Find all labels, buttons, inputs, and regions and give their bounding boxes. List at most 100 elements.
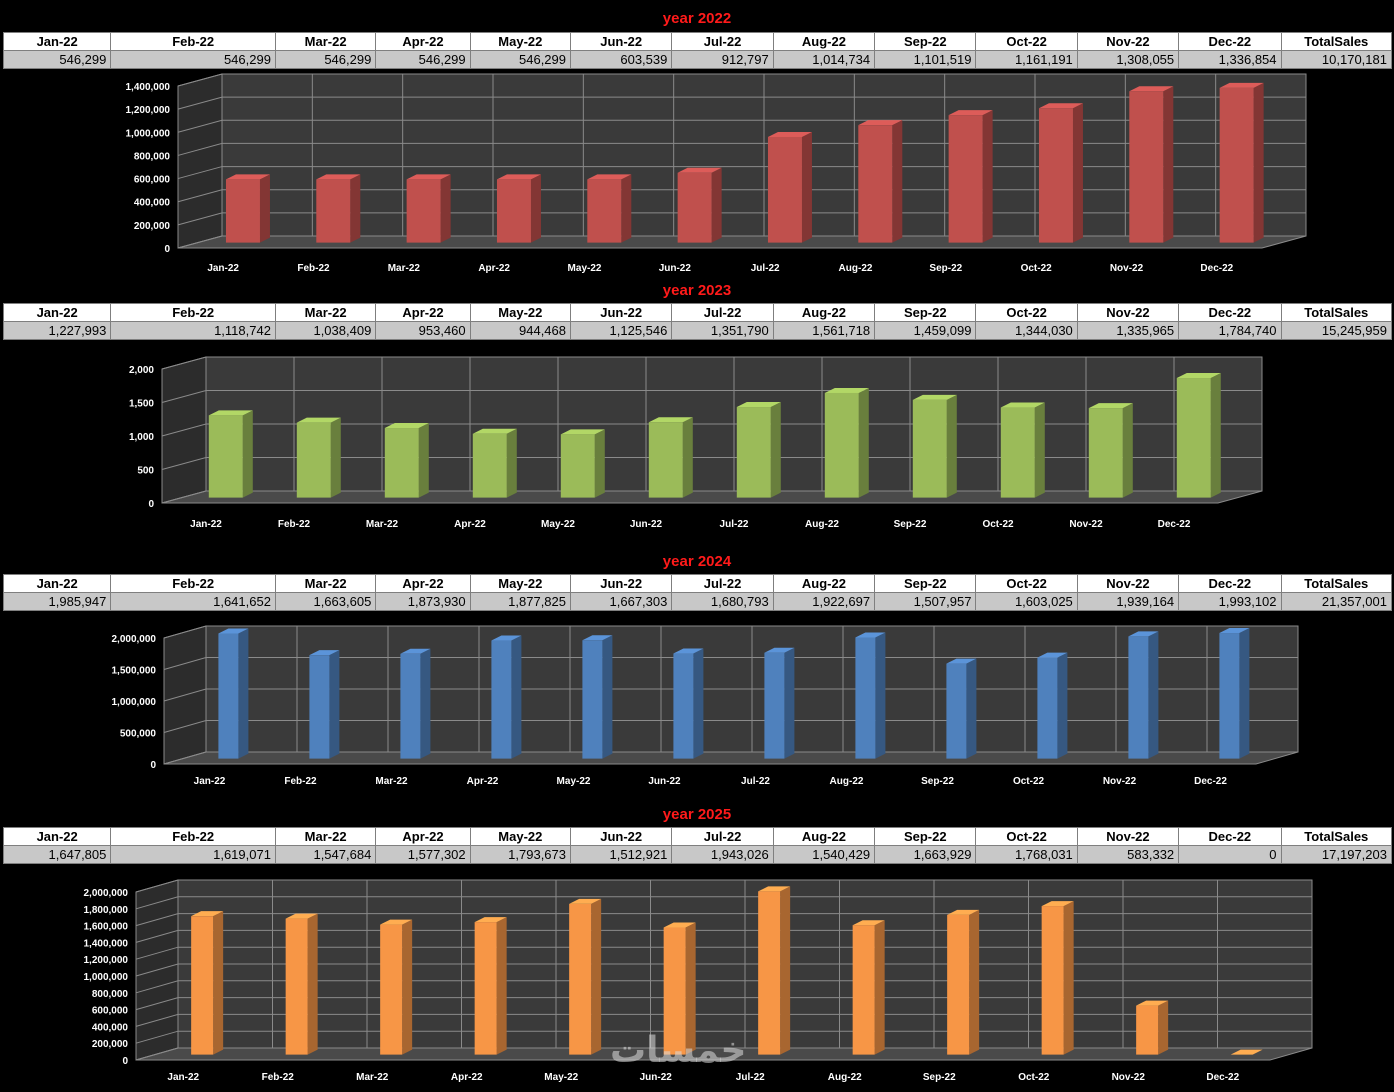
y-tick-label: 1,200,000 [126,105,171,116]
total-value: 15,245,959 [1280,321,1393,340]
bar [855,632,886,759]
sales-table-2024: Jan-22 Feb-22 Mar-22 Apr-22 May-22 Jun-2… [2,574,1393,611]
year-title-2022: year 2022 [0,8,1394,30]
table-header-row: Jan-22 Feb-22 Mar-22 Apr-22 May-22 Jun-2… [2,827,1393,846]
month-value: 1,161,191 [975,50,1078,69]
x-tick-label: Nov-22 [1069,519,1103,530]
x-tick-label: Sep-22 [894,519,927,530]
month-value: 1,125,546 [569,321,673,340]
bar [1219,82,1264,243]
bar [858,120,903,243]
month-header: May-22 [469,574,572,593]
x-tick-label: Jan-22 [167,1072,199,1083]
y-tick-label: 0 [148,499,154,510]
bar-chart-2023: 0 500 1,000 1,500 2,000 Jan-22 Feb-22 Mar-22 Apr… [129,356,1263,530]
x-tick-label: Nov-22 [1103,776,1137,787]
month-header: Nov-22 [1076,32,1180,51]
x-tick-label: Mar-22 [388,263,421,274]
month-value: 944,468 [469,321,572,340]
bar [764,647,795,759]
month-header: Jan-22 [2,32,112,51]
month-header: Oct-22 [975,32,1078,51]
x-tick-label: Mar-22 [375,776,408,787]
month-header: Dec-22 [1178,303,1282,322]
y-tick-label: 1,200,000 [84,955,129,966]
chart-side-wall [177,73,223,249]
x-tick-label: Jun-22 [630,519,663,530]
bar [380,919,413,1055]
y-tick-label: 1,500,000 [112,666,157,677]
month-header: Sep-22 [874,303,977,322]
y-tick-label: 1,000,000 [84,972,129,983]
bar [946,658,977,759]
x-tick-label: Jul-22 [751,263,780,274]
month-value: 1,873,930 [375,592,471,611]
month-value: 1,877,825 [469,592,572,611]
bar [1230,1049,1263,1055]
month-header: Jun-22 [569,574,673,593]
bar [384,423,429,498]
x-tick-label: Dec-22 [1158,519,1191,530]
x-tick-label: Apr-22 [467,776,499,787]
month-header: Dec-22 [1178,32,1282,51]
month-value: 953,460 [375,321,471,340]
month-value: 583,332 [1076,845,1180,864]
month-header: Oct-22 [975,574,1078,593]
month-value: 1,922,697 [772,592,876,611]
bar [673,648,704,759]
x-tick-label: Jul-22 [720,519,749,530]
y-tick-label: 0 [150,760,156,771]
x-tick-label: Feb-22 [297,263,330,274]
bar [736,402,781,498]
y-tick-label: 1,000,000 [126,128,171,139]
bar [560,429,605,498]
month-value: 1,603,025 [975,592,1078,611]
bar [296,417,341,498]
y-tick-label: 1,800,000 [84,905,129,916]
month-value: 1,507,957 [874,592,977,611]
y-tick-label: 1,000 [129,432,154,443]
month-header: Feb-22 [110,574,276,593]
month-header: Aug-22 [772,574,876,593]
month-header: Dec-22 [1178,827,1282,846]
month-value: 1,768,031 [975,845,1078,864]
month-value: 1,667,303 [569,592,673,611]
month-value: 1,335,965 [1076,321,1180,340]
month-value: 546,299 [469,50,572,69]
month-value: 546,299 [110,50,276,69]
bar [285,913,318,1055]
month-header: Sep-22 [874,827,977,846]
year-title-2025: year 2025 [0,804,1394,826]
y-tick-label: 600,000 [92,1006,129,1017]
x-tick-label: Dec-22 [1206,1072,1239,1083]
y-tick-label: 0 [164,244,170,255]
y-tick-label: 200,000 [134,221,171,232]
sales-table-2022: Jan-22 Feb-22 Mar-22 Apr-22 May-22 Jun-2… [2,32,1393,69]
month-header: Sep-22 [874,574,977,593]
month-value: 1,993,102 [1178,592,1282,611]
month-value: 603,539 [569,50,673,69]
bar [767,131,812,243]
bar-chart-2025: 0 200,000 400,000 600,000 800,000 1,000,000 1,… [84,879,1313,1083]
bar [496,174,541,243]
bar [1041,901,1074,1055]
x-tick-label: Jul-22 [736,1072,765,1083]
month-value: 1,540,429 [772,845,876,864]
bar [677,167,722,243]
x-tick-label: Aug-22 [839,263,873,274]
month-header: Mar-22 [274,32,377,51]
bar [474,917,507,1055]
month-value: 1,336,854 [1178,50,1282,69]
y-tick-label: 800,000 [92,989,129,1000]
total-header: TotalSales [1280,32,1393,51]
y-tick-label: 1,000,000 [112,697,157,708]
bar [218,628,249,759]
y-tick-label: 0 [122,1056,128,1067]
bar [587,174,632,243]
bar [912,394,957,498]
bar [1038,103,1083,243]
month-value: 1,344,030 [975,321,1078,340]
bar [1129,86,1174,243]
table-values-row: 1,227,993 1,118,742 1,038,409 953,460 94… [2,321,1393,340]
x-tick-label: Mar-22 [356,1072,389,1083]
